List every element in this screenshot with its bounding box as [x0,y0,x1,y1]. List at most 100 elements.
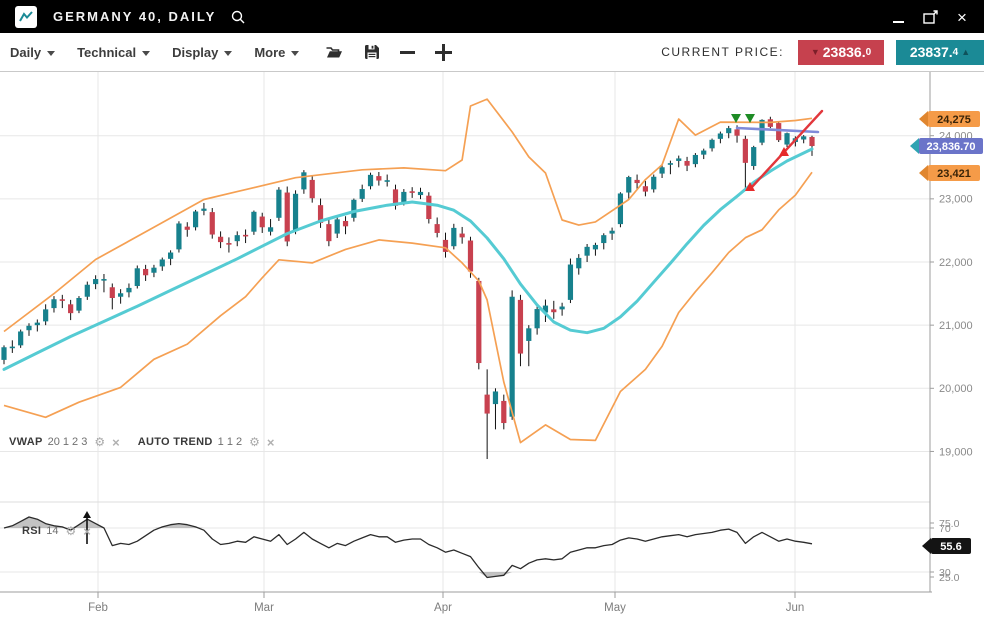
candle-bull [367,174,374,187]
candle-bull [492,391,499,405]
rsi-line [3,516,813,579]
candle-bear [59,299,65,301]
candle-bear [109,287,115,298]
candle-bear [434,224,440,233]
lower-band-tag-body [928,165,980,181]
zoom-out-button[interactable] [400,50,416,54]
zoom-in-button[interactable] [435,43,453,61]
candle-bear [476,280,482,364]
candle-bear [809,136,815,146]
candle-bull [93,279,99,285]
candle-bear [259,216,265,228]
candle-bull [717,133,723,139]
minimize-icon [892,20,904,23]
popout-icon [922,9,938,24]
candle-bear [642,186,649,192]
vwap-remove-icon[interactable]: × [112,434,120,450]
candle-bear [501,400,507,424]
candle-bull [592,244,599,250]
upper-band-tag-pointer [919,111,928,127]
candle-bear [684,160,690,166]
popout-button[interactable] [922,9,938,25]
candle-bull [26,325,32,331]
candle-bear [467,240,474,272]
open-folder-icon[interactable] [325,44,344,60]
rsi-axis-label: 70 [939,523,951,535]
vwap-settings-gear-icon[interactable]: ⚙ [94,434,106,449]
candle-bull [126,287,132,293]
current-price-label: CURRENT PRICE: [661,45,784,59]
candle-bear [634,179,640,184]
rsi-remove-icon[interactable]: × [83,523,91,539]
sell-signal-triangle [731,114,741,123]
autotrend-support-line[interactable] [749,109,824,190]
candle-bull [617,193,624,225]
autotrend-remove-icon[interactable]: × [266,434,275,450]
candle-bull [201,208,207,211]
window-title: GERMANY 40, DAILY [53,9,217,24]
vwap-indicator-label: VWAP [9,436,43,448]
candle-bear [392,189,399,206]
chevron-down-icon [47,50,56,56]
buy-price-value: 23837. [909,44,953,60]
minimize-button[interactable] [890,9,906,25]
menu-display[interactable]: Display [172,44,233,60]
candle-bear [484,394,490,414]
buy-price-button[interactable]: 23837. 4 ▲ [896,39,984,65]
rsi-indicator-label: RSI [22,525,42,537]
candle-bull [101,279,107,281]
close-button[interactable]: × [954,9,970,26]
candle-bull [251,211,257,232]
candle-bull [234,235,240,242]
candle-bull [276,189,282,218]
menu-more[interactable]: More [254,44,300,60]
candle-bull [692,154,698,165]
candle-bull [351,199,357,218]
candle-bear [342,220,349,227]
candle-bull [1,347,7,360]
buy-signal-triangle [745,182,755,191]
upper-band-line [3,98,813,333]
candle-bull [43,309,49,322]
menu-timeframe[interactable]: Daily [10,45,56,60]
candle-bull [576,257,582,269]
candle-bull [567,264,574,300]
candle-bear [326,224,332,242]
rsi-indicator-params: 14 [46,525,59,537]
candle-bear [143,268,149,276]
candle-bull [417,191,424,196]
candle-bear [742,138,748,163]
buy-price-minor: 4 [952,46,959,58]
candle-bull [18,331,24,346]
candle-bull [384,180,390,182]
menu-display-label: Display [172,44,219,60]
save-icon[interactable] [364,44,380,60]
candle-bear [317,205,324,223]
sell-price-button[interactable]: ▼ 23836. 0 [798,39,884,65]
candle-bear [409,191,415,193]
menu-more-label: More [254,44,286,60]
menu-technical[interactable]: Technical [77,45,151,60]
candle-bull [542,305,549,313]
search-icon[interactable] [230,9,246,25]
candle-bull [359,189,365,199]
candle-bull [534,309,540,329]
candle-bull [51,299,57,309]
rsi-settings-gear-icon[interactable]: ⚙ [65,523,77,538]
candle-bear [242,234,249,237]
indicator-labels-row: VWAP 20 1 2 3 ⚙ × AUTO TREND 1 1 2 ⚙ × [9,434,275,450]
month-axis-label: Feb [88,602,108,614]
candle-bull [168,252,174,259]
candle-bear [426,195,432,220]
chevron-down-icon [291,50,300,56]
sell-price-minor: 0 [865,46,872,58]
candle-bull [626,177,632,193]
candle-bull [334,219,340,234]
price-down-icon: ▼ [810,46,820,57]
candle-bull [301,172,307,190]
candle-bear [442,239,449,252]
autotrend-settings-gear-icon[interactable]: ⚙ [249,434,260,449]
candle-bear [459,233,465,238]
candle-bull [609,230,615,234]
